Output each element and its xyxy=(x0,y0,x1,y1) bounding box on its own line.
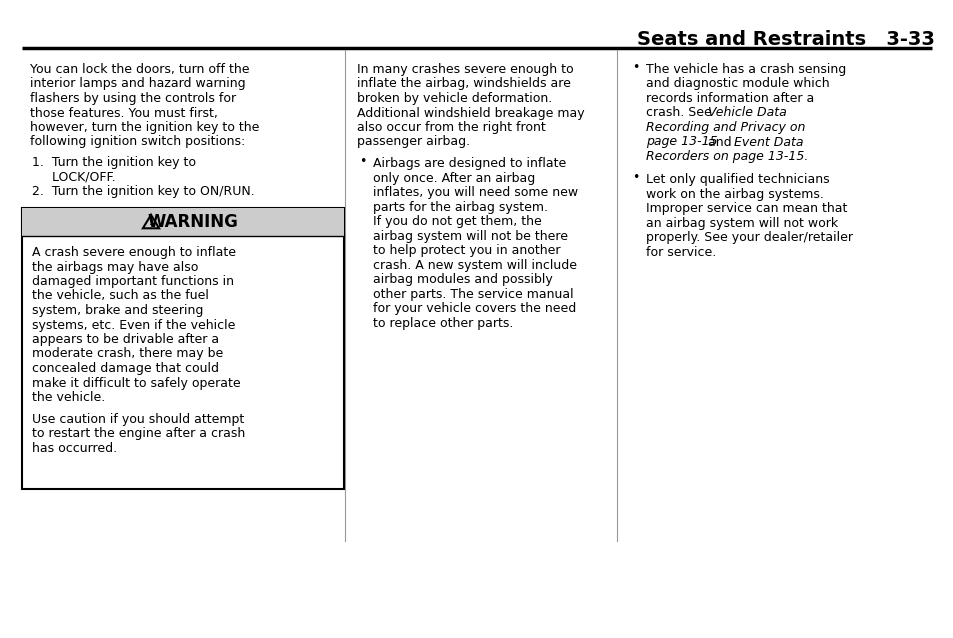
Text: work on the airbag systems.: work on the airbag systems. xyxy=(645,188,823,201)
Text: moderate crash, there may be: moderate crash, there may be xyxy=(32,348,223,360)
Text: parts for the airbag system.: parts for the airbag system. xyxy=(373,201,547,214)
Text: passenger airbag.: passenger airbag. xyxy=(356,135,470,149)
Text: only once. After an airbag: only once. After an airbag xyxy=(373,172,535,185)
Text: Vehicle Data: Vehicle Data xyxy=(707,107,786,119)
Text: properly. See your dealer/retailer: properly. See your dealer/retailer xyxy=(645,231,852,244)
Text: airbag modules and possibly: airbag modules and possibly xyxy=(373,273,552,286)
Text: LOCK/OFF.: LOCK/OFF. xyxy=(32,170,115,183)
Text: an airbag system will not work: an airbag system will not work xyxy=(645,217,838,230)
Text: •: • xyxy=(358,155,366,168)
Text: flashers by using the controls for: flashers by using the controls for xyxy=(30,92,236,105)
Text: the vehicle.: the vehicle. xyxy=(32,391,105,404)
Text: Improper service can mean that: Improper service can mean that xyxy=(645,202,846,215)
Text: Seats and Restraints   3-33: Seats and Restraints 3-33 xyxy=(637,30,934,49)
Text: to replace other parts.: to replace other parts. xyxy=(373,316,513,330)
Text: airbag system will not be there: airbag system will not be there xyxy=(373,230,567,242)
Text: records information after a: records information after a xyxy=(645,92,814,105)
Text: however, turn the ignition key to the: however, turn the ignition key to the xyxy=(30,121,259,134)
Text: Let only qualified technicians: Let only qualified technicians xyxy=(645,173,829,186)
Text: following ignition switch positions:: following ignition switch positions: xyxy=(30,135,245,149)
Text: Additional windshield breakage may: Additional windshield breakage may xyxy=(356,107,584,119)
Text: WARNING: WARNING xyxy=(148,213,238,231)
Text: has occurred.: has occurred. xyxy=(32,441,117,455)
Text: 2.  Turn the ignition key to ON/RUN.: 2. Turn the ignition key to ON/RUN. xyxy=(32,185,254,198)
Text: inflates, you will need some new: inflates, you will need some new xyxy=(373,186,578,199)
Text: for service.: for service. xyxy=(645,246,716,258)
Text: and diagnostic module which: and diagnostic module which xyxy=(645,77,829,91)
Text: those features. You must first,: those features. You must first, xyxy=(30,107,217,119)
Text: concealed damage that could: concealed damage that could xyxy=(32,362,219,375)
Text: Airbags are designed to inflate: Airbags are designed to inflate xyxy=(373,157,566,170)
Text: to help protect you in another: to help protect you in another xyxy=(373,244,560,257)
Text: system, brake and steering: system, brake and steering xyxy=(32,304,203,317)
Text: The vehicle has a crash sensing: The vehicle has a crash sensing xyxy=(645,63,845,76)
Text: crash. See: crash. See xyxy=(645,107,715,119)
Bar xyxy=(22,208,344,236)
Text: to restart the engine after a crash: to restart the engine after a crash xyxy=(32,427,245,440)
Text: You can lock the doors, turn off the: You can lock the doors, turn off the xyxy=(30,63,250,76)
Text: Event Data: Event Data xyxy=(733,135,802,149)
Text: •: • xyxy=(631,61,639,74)
Text: page 13-15: page 13-15 xyxy=(645,135,717,149)
Text: interior lamps and hazard warning: interior lamps and hazard warning xyxy=(30,77,245,91)
Text: Recording and Privacy on: Recording and Privacy on xyxy=(645,121,804,134)
Text: inflate the airbag, windshields are: inflate the airbag, windshields are xyxy=(356,77,570,91)
Text: and: and xyxy=(703,135,735,149)
Text: Use caution if you should attempt: Use caution if you should attempt xyxy=(32,413,244,426)
Text: systems, etc. Even if the vehicle: systems, etc. Even if the vehicle xyxy=(32,318,235,332)
Text: other parts. The service manual: other parts. The service manual xyxy=(373,288,573,300)
Bar xyxy=(22,208,344,489)
Text: make it difficult to safely operate: make it difficult to safely operate xyxy=(32,376,240,390)
Text: crash. A new system will include: crash. A new system will include xyxy=(373,259,577,272)
Text: !: ! xyxy=(149,218,152,227)
Text: damaged important functions in: damaged important functions in xyxy=(32,275,233,288)
Text: •: • xyxy=(631,171,639,184)
Text: A crash severe enough to inflate: A crash severe enough to inflate xyxy=(32,246,235,259)
Text: also occur from the right front: also occur from the right front xyxy=(356,121,545,134)
Text: In many crashes severe enough to: In many crashes severe enough to xyxy=(356,63,573,76)
Text: If you do not get them, the: If you do not get them, the xyxy=(373,215,541,228)
Text: for your vehicle covers the need: for your vehicle covers the need xyxy=(373,302,576,315)
Text: 1.  Turn the ignition key to: 1. Turn the ignition key to xyxy=(32,156,195,169)
Text: appears to be drivable after a: appears to be drivable after a xyxy=(32,333,219,346)
Text: Recorders on page 13-15.: Recorders on page 13-15. xyxy=(645,150,807,163)
Bar xyxy=(23,208,343,236)
Text: the vehicle, such as the fuel: the vehicle, such as the fuel xyxy=(32,290,209,302)
Text: broken by vehicle deformation.: broken by vehicle deformation. xyxy=(356,92,552,105)
Text: the airbags may have also: the airbags may have also xyxy=(32,260,198,274)
